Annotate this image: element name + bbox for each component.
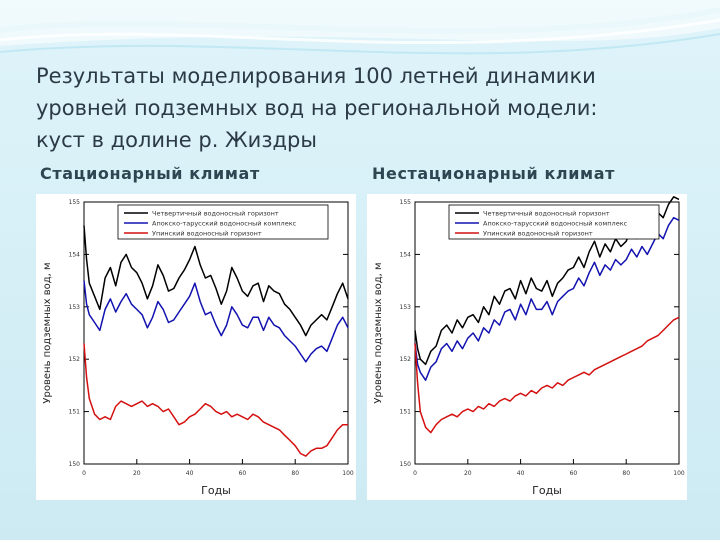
chart-2-y-tick-label: 152 — [400, 356, 412, 363]
chart-1-title: Стационарный климат — [40, 164, 260, 183]
chart-1-y-axis-label: Уровень подземных вод, м — [42, 262, 53, 403]
chart-2-legend-entry-2: Апокско-тарусский водоносный комплекс — [483, 220, 628, 228]
chart-1-x-tick-label: 100 — [342, 470, 354, 477]
chart-1-plot-frame — [83, 201, 349, 465]
chart-1-y-tick-label: 152 — [69, 356, 81, 363]
chart-1-x-tick-label: 20 — [133, 470, 141, 477]
chart-1-x-tick-label: 40 — [186, 470, 194, 477]
chart-2-y-tick-label: 150 — [400, 461, 412, 468]
chart-2-x-tick-label: 40 — [517, 470, 525, 477]
chart-2-y-tick-label: 154 — [400, 251, 412, 258]
chart-1-y-tick-label: 150 — [69, 461, 81, 468]
slide-title-line-1: Результаты моделирования 100 летней дина… — [36, 64, 596, 88]
chart-1-series-line-2 — [83, 280, 349, 363]
slide-title-line-2: уровней подземных вод на региональной мо… — [36, 96, 598, 120]
chart-1-y-tick-label: 154 — [69, 251, 81, 258]
chart-1-x-tick-label: 0 — [82, 470, 86, 477]
chart-2-x-tick-label: 60 — [570, 470, 578, 477]
chart-1-y-tick-label: 151 — [69, 409, 81, 416]
chart-1-legend-box — [117, 204, 329, 240]
chart-2-legend-box — [448, 204, 660, 240]
chart-nonstationary-climate: 150 151 152 153 154 155 0 20 40 60 80 100 Годы Уровен… — [373, 196, 685, 497]
chart-1-x-tick-label: 80 — [291, 470, 299, 477]
chart-2-title: Нестационарный климат — [372, 164, 616, 183]
chart-2-y-axis-label: Уровень подземных вод, м — [373, 262, 384, 403]
chart-1-legend-entry-2: Апокско-тарусский водоносный комплекс — [152, 220, 297, 228]
chart-1-y-tick-label: 153 — [69, 304, 81, 311]
chart-1-y-tick-label: 155 — [69, 199, 81, 206]
chart-2-legend-entry-1: Четвертичный водоносный горизонт — [483, 210, 610, 218]
chart-2-x-tick-label: 0 — [413, 470, 417, 477]
chart-2-x-axis-label: Годы — [532, 484, 562, 497]
chart-1-panel: 150 151 152 153 154 155 0 20 40 60 80 100 Годы Уровен… — [36, 194, 356, 500]
chart-2-y-tick-label: 151 — [400, 409, 412, 416]
chart-2-series-line-3 — [414, 316, 680, 434]
chart-2-x-tick-label: 100 — [673, 470, 685, 477]
chart-2-y-tick-label: 155 — [400, 199, 412, 206]
chart-2-legend-entry-3: Упинский водоносный горизонт — [483, 230, 593, 238]
chart-1-legend-entry-1: Четвертичный водоносный горизонт — [152, 210, 279, 218]
chart-1-legend-entry-3: Упинский водоносный горизонт — [152, 230, 262, 238]
chart-2-plot-frame — [414, 201, 680, 465]
chart-2-x-tick-label: 80 — [622, 470, 630, 477]
chart-1-x-axis-label: Годы — [201, 484, 231, 497]
chart-2-series-line-2 — [414, 216, 680, 381]
chart-2-y-tick-label: 153 — [400, 304, 412, 311]
chart-1-x-tick-label: 60 — [239, 470, 247, 477]
chart-stationary-climate: 150 151 152 153 154 155 0 20 40 60 80 100 Годы Уровен… — [42, 199, 354, 497]
chart-2-panel: 150 151 152 153 154 155 0 20 40 60 80 100 Годы Уровен… — [367, 194, 687, 500]
chart-1-series-line-3 — [83, 343, 348, 457]
slide-title: Результаты моделирования 100 летней дина… — [36, 60, 696, 156]
slide-title-line-3: куст в долине р. Жиздры — [36, 128, 317, 152]
chart-2-x-tick-label: 20 — [464, 470, 472, 477]
chart-1-series-line-1 — [83, 225, 349, 337]
